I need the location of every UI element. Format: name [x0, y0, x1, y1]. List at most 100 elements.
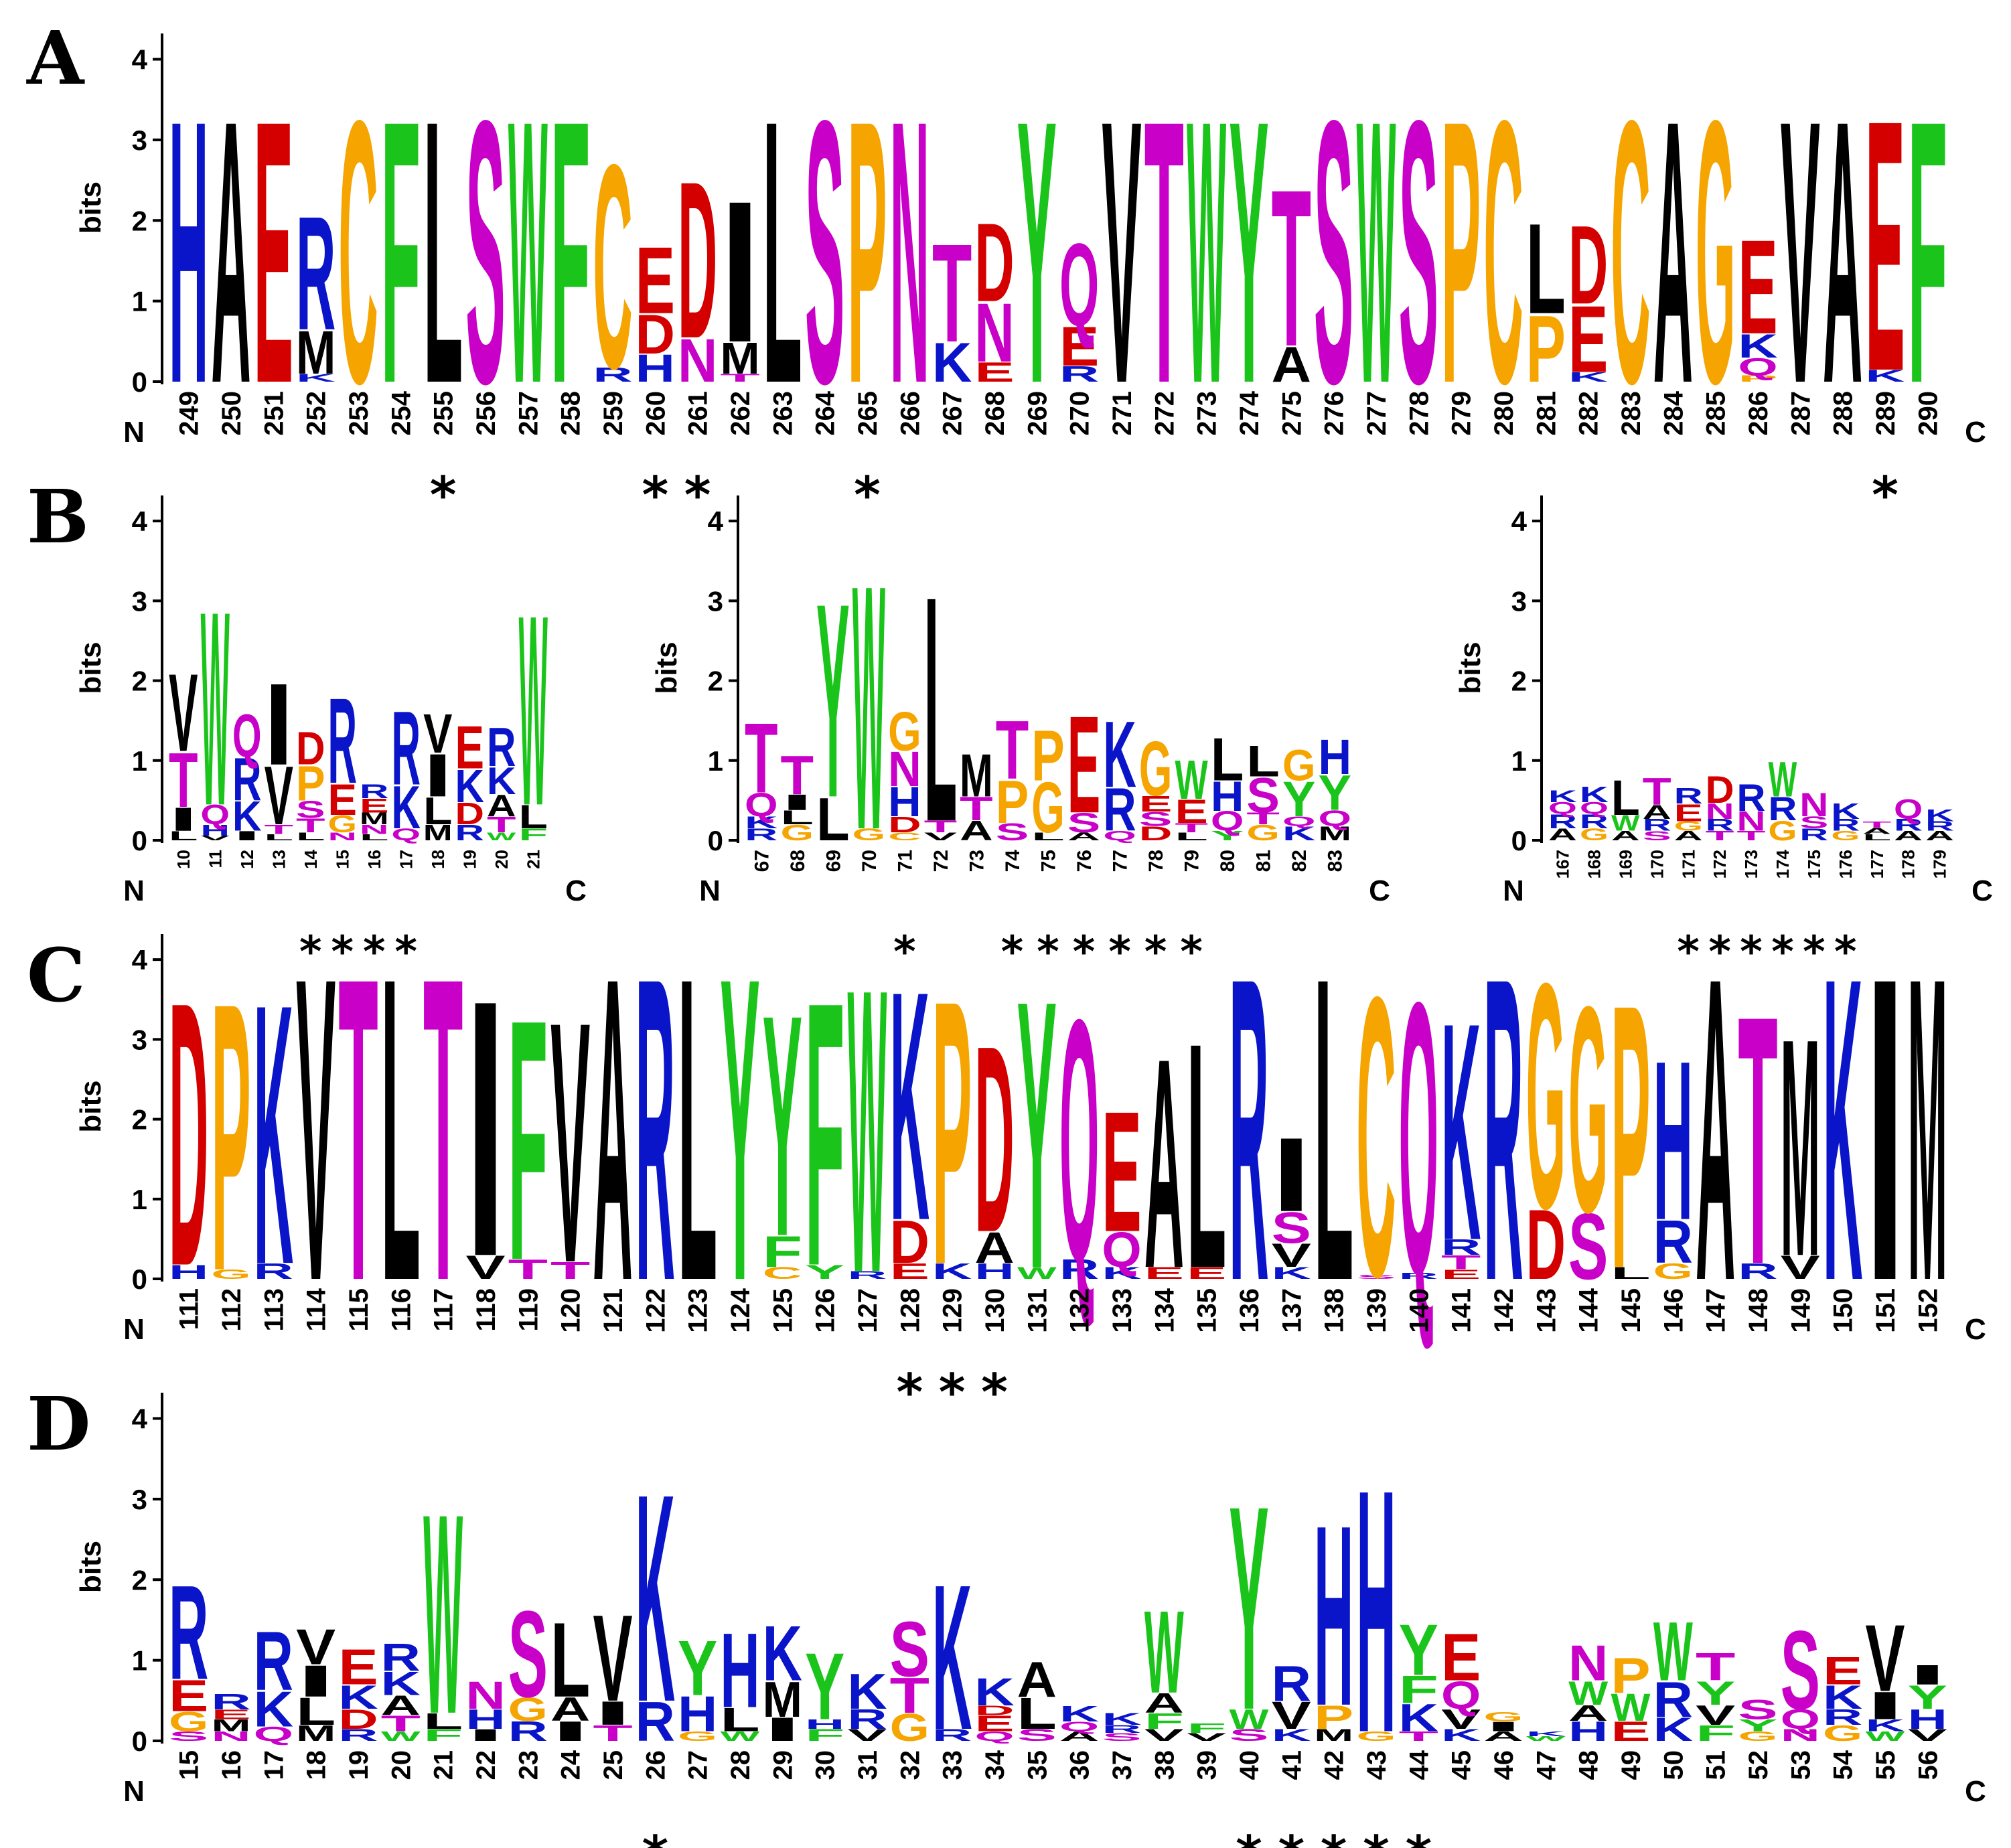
logo-letter: L [550, 1600, 590, 1719]
logo-letter: L [1175, 830, 1208, 842]
logo-letter: G [678, 1729, 717, 1744]
logo-letter: Q [745, 787, 778, 824]
logo-letter: Y [1229, 1446, 1268, 1771]
n-terminus-label: N [123, 416, 145, 449]
logo-letter: R [232, 746, 261, 814]
y-axis-label: bits [1454, 641, 1487, 694]
logo-letter: E [1568, 287, 1608, 392]
n-terminus-label: N [1503, 874, 1524, 907]
logo-letter: S [805, 42, 844, 461]
logo-letter: A [211, 42, 250, 461]
logo-letter: R [636, 887, 675, 1371]
logo-letter: V [550, 951, 590, 1335]
logo-letter: L [1187, 976, 1226, 1335]
logo-letter: I [1908, 1659, 1947, 1691]
position-label: 271 [1108, 391, 1137, 436]
logo-letter: V [1441, 1703, 1481, 1735]
logo-letter: I [296, 1656, 336, 1706]
logo-letter: W [201, 554, 230, 863]
position-label: 36 [1065, 1750, 1095, 1780]
logo-letter: K [1272, 1725, 1312, 1744]
logo-letter: Y [678, 1625, 717, 1713]
logo-letter: A [1653, 42, 1693, 461]
logo-letter: H [1314, 1471, 1353, 1759]
logo-letter: R [487, 716, 516, 779]
position-label: 254 [386, 390, 416, 435]
logo-letter: W [1526, 1735, 1566, 1742]
logo-letter: A [1144, 997, 1184, 1331]
logo-letter: T [1738, 941, 1777, 1338]
position-label: 29 [768, 1750, 798, 1780]
logo-letter: K [1823, 1679, 1862, 1716]
logo-letter: Y [1017, 42, 1057, 461]
logo-letter: N [974, 287, 1014, 380]
conserved-site-asterisk: * [1834, 927, 1856, 977]
y-tick-label: 2 [708, 666, 723, 697]
logo-letter: F [423, 1726, 463, 1745]
logo-letter: A [1862, 826, 1891, 836]
logo-letter: K [1102, 1263, 1142, 1282]
logo-letter: H [1356, 1417, 1396, 1805]
logo-letter: W [1144, 1586, 1184, 1717]
logo-letter: N [328, 830, 357, 842]
position-label: 111 [175, 1288, 204, 1330]
logo-letter: K [1865, 1716, 1905, 1735]
logo-letter: T [720, 372, 759, 384]
logo-letter: K [1272, 1263, 1312, 1282]
position-label: 38 [1150, 1750, 1179, 1780]
logo-letter: Y [1282, 771, 1316, 827]
logo-letter: K [932, 331, 972, 394]
logo-letter: N [888, 741, 921, 797]
position-label: 21 [523, 850, 543, 869]
position-label: 27 [684, 1750, 713, 1780]
logo-letter: T [296, 814, 325, 836]
logo-letter: K [1102, 1709, 1142, 1728]
logo-letter: H [1318, 729, 1351, 785]
logo-letter: L [1017, 1689, 1057, 1739]
logo-letter: E [338, 1639, 378, 1695]
position-label: 55 [1871, 1750, 1901, 1780]
conserved-site-asterisk: * [854, 465, 881, 525]
position-label: 131 [1023, 1288, 1052, 1333]
logo-letter: Q [1738, 353, 1777, 380]
position-label: 171 [1678, 850, 1698, 878]
logo-letter: Q [1059, 948, 1099, 1332]
logo-letter: C [593, 104, 632, 429]
logo-letter: E [636, 228, 675, 334]
logo-letter: E [327, 775, 357, 824]
position-label: 120 [556, 1288, 586, 1333]
y-tick-label: 2 [1511, 666, 1527, 697]
logo-letter: S [1356, 1274, 1396, 1280]
logo-letter: G [1653, 1259, 1693, 1284]
logo-letter: V [296, 888, 336, 1371]
logo-letter: D [974, 200, 1014, 325]
conserved-site-asterisk: * [896, 1363, 923, 1422]
logo-letter: D [890, 1208, 929, 1276]
position-label: 19 [459, 850, 479, 869]
logo-letter: V [1781, 1249, 1820, 1286]
logo-letter: E [1059, 315, 1099, 378]
logo-letter: C [1483, 42, 1523, 461]
logo-letter: Y [763, 949, 802, 1302]
logo-letter: V [1781, 42, 1820, 461]
logo-letter: Y [1229, 42, 1268, 461]
logo-letter: N [1781, 1725, 1820, 1744]
logo-letter: L [1611, 770, 1640, 826]
logo-letter: D [338, 1703, 378, 1735]
position-label: 116 [386, 1288, 416, 1332]
logo-letter: G [1696, 42, 1735, 461]
logo-letter: L [265, 832, 293, 842]
position-label: 124 [726, 1288, 755, 1332]
logo-letter: T [487, 812, 516, 837]
logo-letter: R [1799, 826, 1828, 844]
logo-letter: K [1059, 1701, 1099, 1726]
logo-letter: E [974, 356, 1014, 388]
logo-letter: M [960, 742, 993, 810]
logo-letter: S [890, 1606, 929, 1694]
position-label: 80 [1217, 850, 1239, 872]
logo-letter: K [1580, 782, 1609, 807]
position-label: 30 [811, 1750, 840, 1780]
logo-letter: K [1548, 787, 1577, 805]
position-label: 74 [1002, 850, 1024, 872]
logo-letter: R [1059, 362, 1099, 386]
